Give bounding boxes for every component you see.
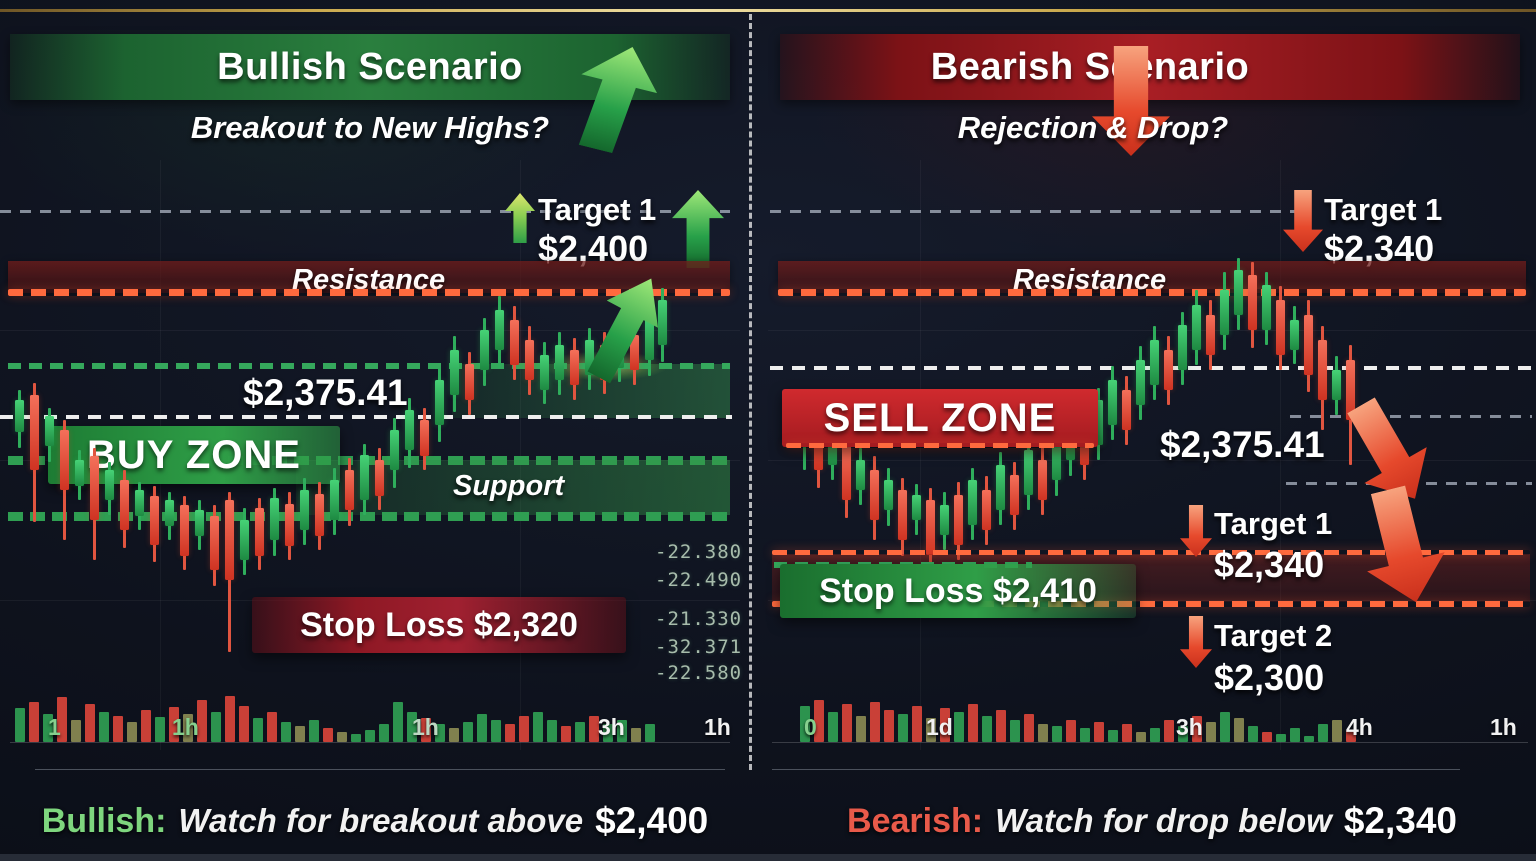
bearish-resistance-line [778,289,1526,296]
panel-divider [749,14,752,770]
bearish-target-level-line [770,210,1298,213]
footer-separator-right [772,769,1460,770]
bullish-footer-prefix: Bullish: [41,801,167,840]
x-axis-tick: 1h [704,714,731,740]
gridline [520,160,521,750]
bullish-price-level-line [0,415,732,419]
x-axis-tick: 1h [1490,714,1517,740]
bullish-footer: Bullish: Watch for breakout above $2,400 [0,792,750,850]
buy-zone-label: BUY ZONE [87,432,301,477]
bullish-current-price: $2,375.41 [243,372,408,413]
x-axis-tick: 4h [1346,714,1373,740]
bearish-target-top-label: Target 1 [1324,192,1443,227]
x-axis-tick: 1 [48,714,61,740]
bearish-target2-label: Target 2 [1214,618,1333,653]
bullish-candlestick-chart [0,0,740,861]
bearish-resistance-band [778,261,1526,293]
x-axis-tick: 3h [1176,714,1203,740]
gridline [768,330,1536,331]
footer-separator-left [35,769,725,770]
x-axis-tick: 1h [412,714,439,740]
y-axis-tick: -32.371 [655,636,743,658]
gridline [0,330,740,331]
x-axis-tick: 1d [926,714,953,740]
bullish-axis-baseline [10,742,730,743]
bearish-candlestick-chart [778,0,1536,861]
bearish-footer-price: $2,340 [1343,800,1457,841]
y-axis-tick: -22.580 [655,662,743,684]
bullish-target1-label: Target 1 [538,192,657,227]
bearish-subtitle: Rejection & Drop? [957,110,1229,145]
gridline [1280,160,1281,750]
bearish-current-price: $2,375.41 [1160,424,1325,465]
gridline [768,600,1536,601]
sell-zone-label: SELL ZONE [823,395,1057,440]
bullish-stoploss-banner: Stop Loss $2,320 [252,597,626,653]
bullish-footer-price: $2,400 [595,800,709,841]
x-axis-tick: 0 [804,714,817,740]
y-axis-tick: -22.380 [655,541,743,563]
bearish-footer-text: Watch for drop below [995,802,1332,839]
sell-zone-banner: SELL ZONE [782,389,1098,447]
y-axis-tick: -21.330 [655,608,743,630]
bullish-target-level-line [0,210,730,213]
gridline [768,460,1536,461]
bullish-stoploss-label: Stop Loss $2,320 [300,605,578,644]
bearish-footer: Bearish: Watch for drop below $2,340 [768,792,1536,850]
bearish-footer-prefix: Bearish: [847,801,984,840]
bottom-strip [0,854,1536,861]
gridline [920,160,921,750]
bullish-volume-bars [0,692,740,742]
bearish-volume-bars [778,692,1536,742]
bullish-title: Bullish Scenario [217,45,523,88]
bearish-zone-bottom-line [772,601,1530,607]
bullish-support-label: Support [453,470,565,502]
bearish-stoploss-banner: Stop Loss $2,410 [780,564,1136,618]
bearish-axis-baseline [772,742,1528,743]
bearish-title: Bearish Scenario [930,45,1250,88]
bullish-upper-green-line [8,363,730,369]
bearish-zone-top-line [772,550,1530,555]
bearish-stoploss-label: Stop Loss $2,410 [819,571,1097,610]
y-axis-tick: -22.490 [655,569,743,591]
bullish-resistance-line [8,289,730,296]
bullish-subtitle: Breakout to New Highs? [190,110,550,145]
x-axis-tick: 3h [598,714,625,740]
sell-zone-line [786,443,1094,448]
bullish-support-bottom-line [8,512,730,521]
bearish-target-mid-label: Target 1 [1214,506,1333,541]
bullish-footer-text: Watch for breakout above [178,802,584,839]
x-axis-tick: 1h [172,714,199,740]
bearish-title-banner: Bearish Scenario [780,34,1520,100]
bearish-target2-price: $2,300 [1214,657,1325,698]
top-gold-divider [0,9,1536,12]
bearish-price-dash-1 [1290,415,1532,418]
bearish-target-mid-price: $2,340 [1214,544,1325,585]
bullish-resistance-band [8,261,730,293]
